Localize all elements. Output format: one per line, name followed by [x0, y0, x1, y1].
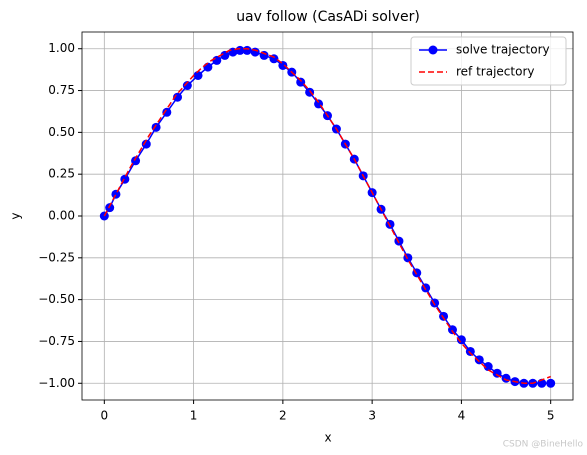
- marker: [151, 122, 161, 132]
- axes-frame: [81, 31, 574, 401]
- y-tick-label: 0.00: [48, 209, 75, 223]
- y-tick-label: −0.75: [38, 334, 75, 348]
- x-tick-label: 1: [190, 409, 198, 423]
- marker: [501, 373, 511, 383]
- marker: [296, 77, 306, 87]
- marker: [546, 378, 556, 388]
- legend-box: [410, 36, 567, 86]
- x-axis-label: x: [324, 431, 331, 445]
- watermark: CSDN @BineHello: [503, 440, 584, 450]
- marker: [242, 45, 252, 55]
- legend-marker: [428, 45, 438, 55]
- y-tick-label: 0.25: [48, 167, 75, 181]
- marker: [193, 70, 203, 80]
- y-tick-label: −1.00: [38, 376, 75, 390]
- y-tick-label: 0.75: [48, 83, 75, 97]
- x-tick-label: 3: [368, 409, 376, 423]
- x-tick-label: 4: [458, 409, 466, 423]
- marker: [483, 362, 493, 372]
- marker: [212, 55, 222, 65]
- marker: [111, 189, 121, 199]
- marker: [220, 50, 230, 60]
- y-tick-label: 0.50: [48, 125, 75, 139]
- marker: [385, 219, 395, 229]
- marker: [141, 139, 151, 149]
- marker: [182, 81, 192, 91]
- y-axis-label: y: [9, 212, 23, 219]
- marker: [439, 311, 449, 321]
- x-tick-label: 5: [547, 409, 555, 423]
- x-tick-label: 2: [279, 409, 287, 423]
- series-line: [103, 47, 551, 385]
- x-tick-label: 0: [100, 409, 108, 423]
- marker: [250, 47, 260, 57]
- marker: [162, 107, 172, 117]
- legend-label: ref trajectory: [456, 65, 534, 79]
- y-tick-label: −0.25: [38, 250, 75, 264]
- marker: [465, 346, 475, 356]
- marker: [131, 156, 141, 166]
- marker: [278, 60, 288, 70]
- y-tick-label: −0.50: [38, 292, 75, 306]
- marker: [474, 355, 484, 365]
- marker: [105, 203, 115, 213]
- marker: [456, 335, 466, 345]
- marker: [430, 298, 440, 308]
- chart-title: uav follow (CasADi solver): [236, 9, 420, 25]
- legend-label: solve trajectory: [456, 43, 550, 57]
- y-tick-label: 1.00: [48, 41, 75, 55]
